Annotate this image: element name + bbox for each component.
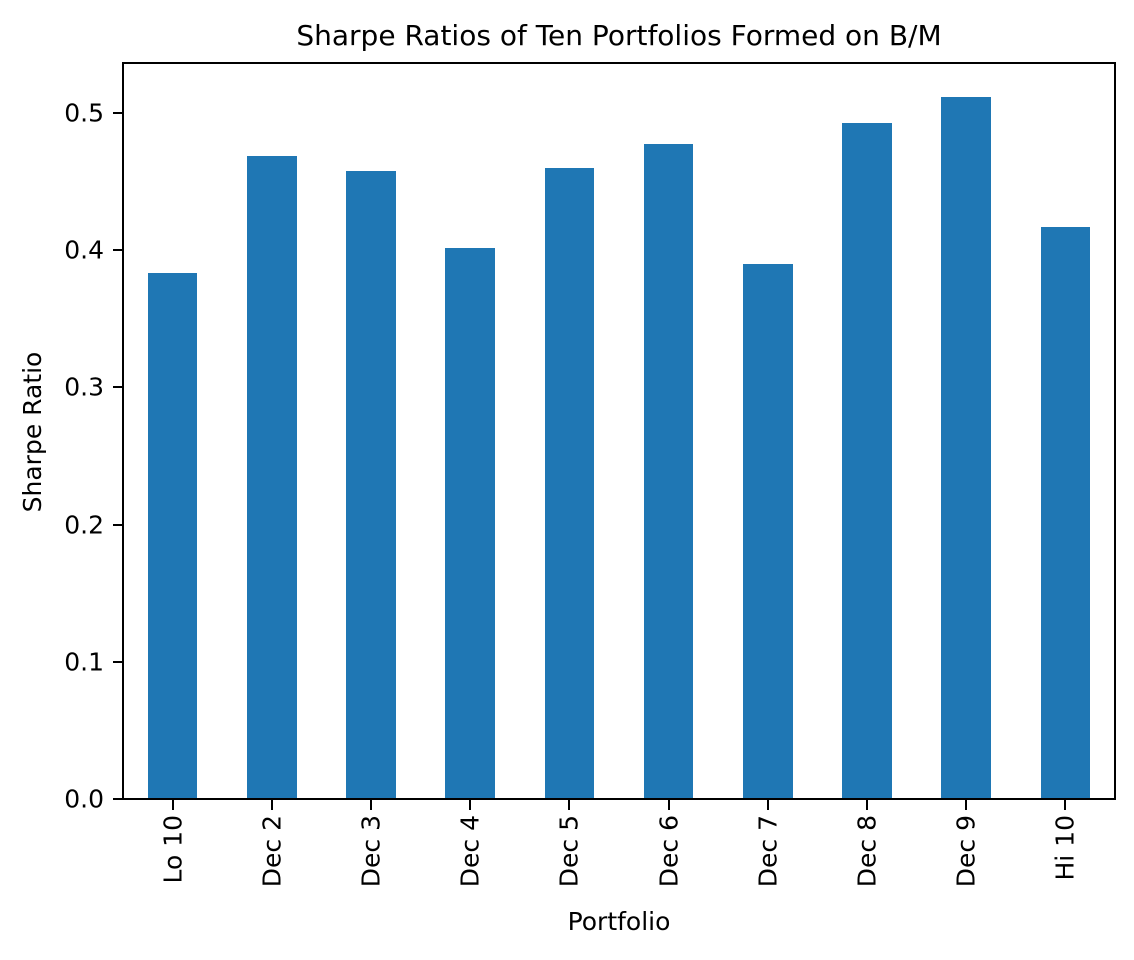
y-tick-label: 0.0: [64, 784, 104, 814]
y-tick: [113, 249, 123, 252]
x-tick: [469, 800, 472, 810]
y-tick-label: 0.1: [64, 647, 104, 677]
bar-dec-6: [643, 143, 694, 798]
bar-dec-7: [743, 264, 793, 798]
bar-dec-8: [842, 122, 892, 798]
x-tick: [965, 800, 968, 810]
x-tick-label: Dec 9: [951, 815, 981, 888]
x-tick-label: Lo 10: [158, 815, 188, 884]
y-tick: [113, 798, 123, 800]
y-tick-label: 0.3: [64, 372, 104, 402]
x-tick-label: Dec 6: [654, 815, 684, 888]
x-tick-label: Dec 4: [455, 815, 485, 888]
x-axis-label: Portfolio: [567, 907, 671, 936]
x-tick: [171, 800, 174, 810]
x-tick: [270, 800, 273, 810]
x-tick: [866, 800, 868, 810]
bar-dec-2: [247, 155, 297, 798]
x-tick: [370, 800, 372, 810]
y-tick: [113, 660, 123, 663]
x-tick-label: Dec 7: [753, 815, 783, 888]
y-tick: [113, 112, 123, 114]
y-tick: [113, 386, 123, 389]
x-tick: [1064, 800, 1067, 810]
x-tick: [766, 800, 769, 810]
y-tick-label: 0.5: [64, 98, 104, 128]
x-tick-label: Hi 10: [1050, 815, 1080, 881]
y-tick: [113, 523, 123, 526]
x-tick-label: Dec 3: [356, 815, 386, 888]
y-tick-label: 0.2: [64, 510, 104, 540]
bar-lo-10: [147, 272, 198, 798]
y-tick-label: 0.4: [64, 235, 104, 265]
x-tick-label: Dec 8: [852, 815, 882, 888]
x-tick-label: Dec 2: [257, 815, 287, 888]
plot-area: [122, 62, 1116, 800]
bar-dec-9: [941, 96, 991, 798]
bar-dec-3: [346, 170, 396, 798]
chart-title: Sharpe Ratios of Ten Portfolios Formed o…: [296, 19, 942, 52]
bar-hi-10: [1040, 227, 1091, 798]
x-tick-label: Dec 5: [554, 815, 584, 888]
bar-dec-5: [544, 168, 595, 798]
x-tick: [667, 800, 670, 810]
bar-dec-4: [445, 247, 495, 798]
x-tick: [568, 800, 571, 810]
